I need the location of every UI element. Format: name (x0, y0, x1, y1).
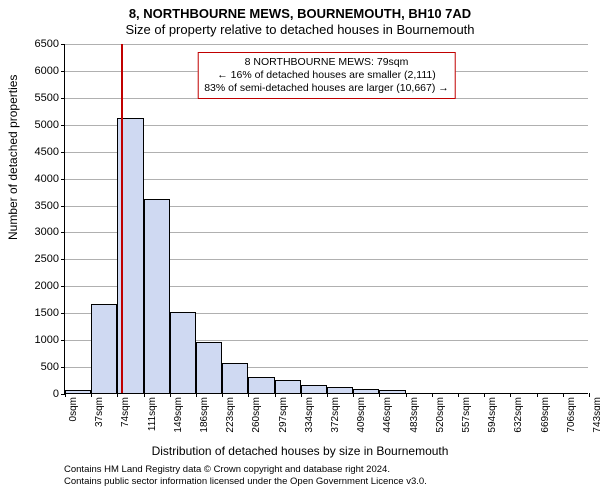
xtick-mark (65, 393, 66, 397)
annotation-line3: 83% of semi-detached houses are larger (… (204, 82, 449, 95)
footer-line2: Contains public sector information licen… (64, 476, 600, 488)
ytick-label: 3500 (35, 200, 59, 212)
ytick-label: 3000 (35, 226, 59, 238)
annotation-box: 8 NORTHBOURNE MEWS: 79sqm ← 16% of detac… (197, 52, 456, 99)
footer-line1: Contains HM Land Registry data © Crown c… (64, 464, 600, 476)
ytick-mark (61, 98, 65, 99)
ytick-label: 4500 (35, 146, 59, 158)
xtick-mark (91, 393, 92, 397)
ytick-mark (61, 179, 65, 180)
ytick-label: 500 (41, 361, 59, 373)
ytick-label: 1000 (35, 334, 59, 346)
xtick-label: 372sqm (330, 397, 341, 433)
ytick-mark (61, 125, 65, 126)
ytick-mark (61, 71, 65, 72)
ytick-mark (61, 286, 65, 287)
xtick-mark (379, 393, 380, 397)
ytick-label: 6000 (35, 65, 59, 77)
xtick-label: 297sqm (278, 397, 289, 433)
xtick-label: 557sqm (461, 397, 472, 433)
property-marker-line (121, 44, 123, 393)
xtick-mark (222, 393, 223, 397)
histogram-bar (379, 390, 405, 393)
xtick-mark (432, 393, 433, 397)
xtick-mark (117, 393, 118, 397)
xtick-mark (353, 393, 354, 397)
ytick-mark (61, 206, 65, 207)
ytick-label: 4000 (35, 173, 59, 185)
histogram-bar (353, 389, 379, 393)
xtick-mark (537, 393, 538, 397)
xtick-label: 446sqm (382, 397, 393, 433)
xtick-mark (458, 393, 459, 397)
xtick-mark (196, 393, 197, 397)
ytick-label: 0 (53, 388, 59, 400)
ytick-label: 2000 (35, 280, 59, 292)
xtick-label: 260sqm (251, 397, 262, 433)
ytick-label: 5000 (35, 119, 59, 131)
xtick-mark (248, 393, 249, 397)
xtick-mark (589, 393, 590, 397)
ytick-label: 2500 (35, 253, 59, 265)
xtick-label: 111sqm (147, 397, 158, 431)
xtick-mark (275, 393, 276, 397)
x-axis-label: Distribution of detached houses by size … (0, 444, 600, 458)
footer-attribution: Contains HM Land Registry data © Crown c… (0, 464, 600, 488)
ytick-mark (61, 152, 65, 153)
histogram-bar (248, 377, 274, 393)
histogram-bar (301, 385, 327, 393)
y-axis-label: Number of detached properties (6, 75, 20, 240)
plot-area: 0500100015002000250030003500400045005000… (64, 44, 588, 394)
xtick-label: 334sqm (304, 397, 315, 433)
chart-title-line1: 8, NORTHBOURNE MEWS, BOURNEMOUTH, BH10 7… (0, 6, 600, 21)
histogram-bar (327, 387, 353, 393)
xtick-label: 149sqm (173, 397, 184, 433)
xtick-mark (406, 393, 407, 397)
chart-container: 8, NORTHBOURNE MEWS, BOURNEMOUTH, BH10 7… (0, 0, 600, 500)
ytick-mark (61, 313, 65, 314)
xtick-label: 223sqm (225, 397, 236, 433)
ytick-label: 6500 (35, 38, 59, 50)
xtick-mark (484, 393, 485, 397)
xtick-mark (327, 393, 328, 397)
xtick-mark (563, 393, 564, 397)
ytick-mark (61, 367, 65, 368)
xtick-label: 743sqm (592, 397, 600, 433)
xtick-label: 0sqm (68, 397, 79, 421)
xtick-mark (510, 393, 511, 397)
histogram-bar (275, 380, 301, 393)
ytick-label: 5500 (35, 92, 59, 104)
xtick-label: 669sqm (540, 397, 551, 433)
histogram-bar (196, 342, 222, 393)
histogram-bar (65, 390, 91, 393)
ytick-mark (61, 232, 65, 233)
xtick-label: 37sqm (94, 397, 105, 427)
annotation-line2: ← 16% of detached houses are smaller (2,… (204, 69, 449, 82)
histogram-bar (91, 304, 117, 393)
histogram-bar (144, 199, 170, 393)
xtick-label: 594sqm (487, 397, 498, 433)
xtick-mark (301, 393, 302, 397)
ytick-mark (61, 259, 65, 260)
ytick-mark (61, 44, 65, 45)
xtick-label: 483sqm (409, 397, 420, 433)
xtick-mark (170, 393, 171, 397)
xtick-label: 409sqm (356, 397, 367, 433)
plot-inner: 0500100015002000250030003500400045005000… (64, 44, 588, 394)
xtick-label: 186sqm (199, 397, 210, 433)
chart-title-line2: Size of property relative to detached ho… (0, 22, 600, 37)
ytick-label: 1500 (35, 307, 59, 319)
xtick-label: 520sqm (435, 397, 446, 433)
xtick-mark (144, 393, 145, 397)
annotation-line1: 8 NORTHBOURNE MEWS: 79sqm (204, 56, 449, 69)
ytick-mark (61, 340, 65, 341)
histogram-bar (222, 363, 248, 393)
xtick-label: 632sqm (513, 397, 524, 433)
histogram-bar (170, 312, 196, 393)
gridline (65, 44, 588, 45)
xtick-label: 706sqm (566, 397, 577, 433)
xtick-label: 74sqm (120, 397, 131, 427)
